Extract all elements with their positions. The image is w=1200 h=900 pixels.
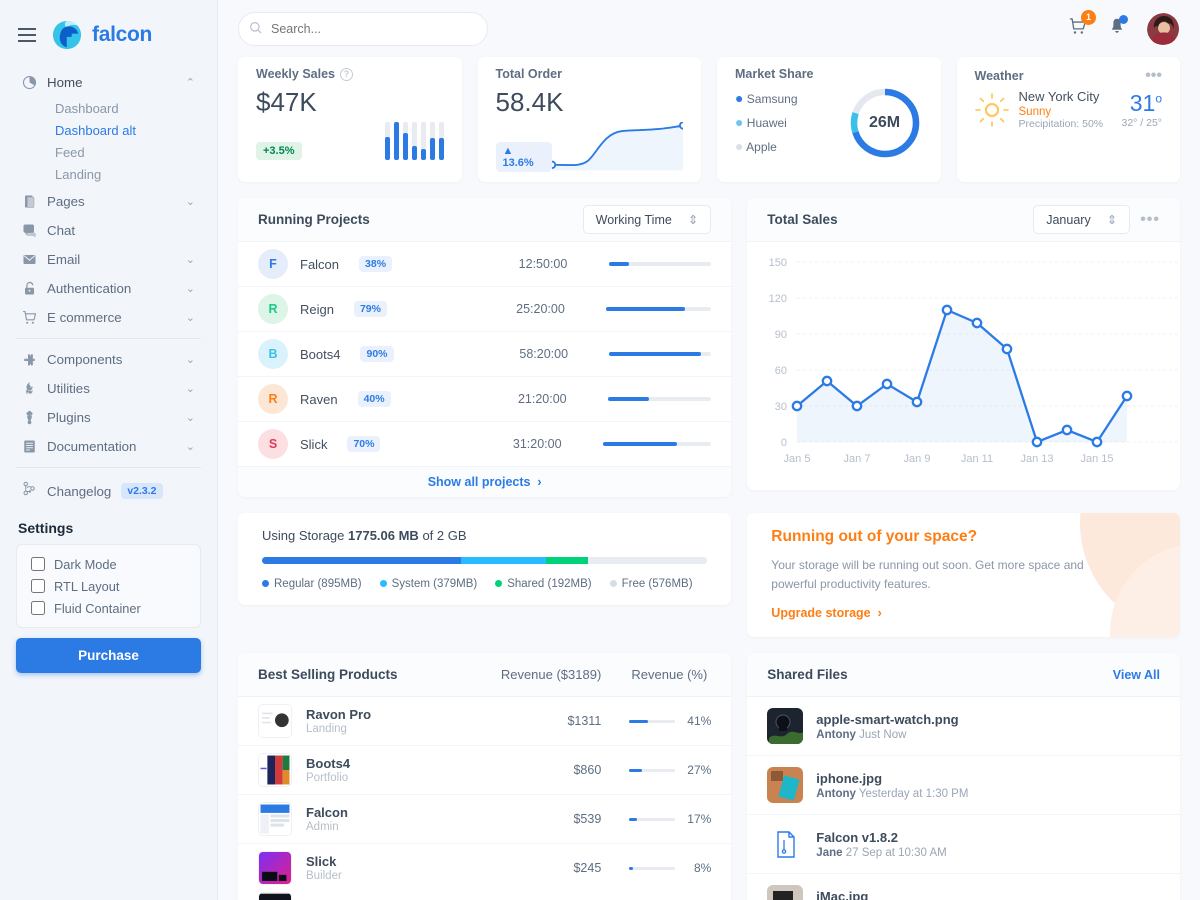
svg-text:Jan 5: Jan 5: [784, 453, 811, 465]
svg-text:0: 0: [781, 437, 787, 449]
svg-text:150: 150: [769, 257, 787, 269]
svg-text:Jan 7: Jan 7: [844, 453, 871, 465]
svg-text:30: 30: [775, 401, 787, 413]
svg-text:Jan 11: Jan 11: [961, 453, 993, 465]
svg-text:90: 90: [775, 329, 787, 341]
svg-text:Jan 15: Jan 15: [1081, 453, 1114, 465]
svg-text:60: 60: [775, 365, 787, 377]
svg-text:120: 120: [769, 293, 787, 305]
svg-text:Jan 13: Jan 13: [1021, 453, 1054, 465]
svg-text:Jan 9: Jan 9: [904, 453, 931, 465]
